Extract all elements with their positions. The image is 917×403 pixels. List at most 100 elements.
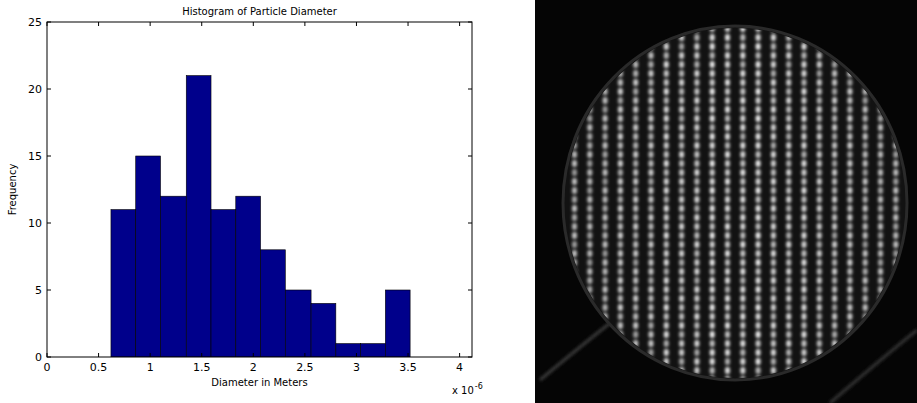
x-tick: [98, 353, 99, 357]
x-tick-label: 2: [250, 361, 257, 374]
stripe-segment: [893, 187, 898, 194]
stripe-segment: [802, 97, 807, 104]
stripe-segment: [802, 277, 807, 284]
stripe-segment: [771, 97, 776, 104]
stripe-segment: [664, 43, 669, 50]
stripe-segment: [893, 232, 898, 239]
stripe-segment: [740, 304, 745, 311]
stripe-segment: [756, 133, 761, 140]
stripe-segment: [832, 115, 837, 122]
stripe-segment: [863, 151, 868, 158]
stripe-segment: [893, 367, 898, 374]
stripe-segment: [694, 205, 699, 212]
stripe-segment: [603, 205, 608, 212]
stripe-segment: [832, 88, 837, 95]
stripe-segment: [802, 142, 807, 149]
stripe-segment: [664, 241, 669, 248]
stripe-segment: [832, 277, 837, 284]
stripe-segment: [878, 376, 883, 383]
stripe-segment: [603, 187, 608, 194]
stripe-segment: [664, 79, 669, 86]
stripe-segment: [786, 322, 791, 329]
stripe-segment: [649, 241, 654, 248]
stripe-segment: [572, 34, 577, 41]
stripe-segment: [817, 196, 822, 203]
stripe-segment: [618, 223, 623, 230]
stripe-segment: [587, 34, 592, 41]
y-tick: [468, 357, 472, 358]
stripe-segment: [710, 295, 715, 302]
stripe-segment: [878, 322, 883, 329]
stripe-segment: [664, 250, 669, 257]
stripe-segment: [633, 367, 638, 374]
stripe-segment: [786, 124, 791, 131]
stripe-segment: [863, 286, 868, 293]
stripe-segment: [587, 88, 592, 95]
stripe-segment: [633, 70, 638, 77]
stripe-segment: [633, 259, 638, 266]
stripe-segment: [756, 367, 761, 374]
stripe-segment: [786, 268, 791, 275]
stripe-segment: [847, 88, 852, 95]
stripe-segment: [878, 331, 883, 338]
stripe-segment: [893, 196, 898, 203]
stripe-segment: [679, 340, 684, 347]
stripe-segment: [740, 25, 745, 32]
stripe-segment: [649, 259, 654, 266]
stripe-segment: [893, 358, 898, 365]
stripe-segment: [817, 115, 822, 122]
stripe-segment: [847, 43, 852, 50]
stripe-segment: [802, 196, 807, 203]
stripe-segment: [786, 97, 791, 104]
stripe-segment: [847, 70, 852, 77]
stripe-segment: [587, 286, 592, 293]
stripe-segment: [893, 169, 898, 176]
stripe-segment: [847, 205, 852, 212]
stripe-segment: [878, 367, 883, 374]
stripe-segment: [679, 34, 684, 41]
stripe-segment: [802, 160, 807, 167]
stripe-segment: [679, 322, 684, 329]
stripe-segment: [694, 313, 699, 320]
stripe-segment: [649, 70, 654, 77]
y-tick: [47, 357, 51, 358]
stripe-segment: [863, 52, 868, 59]
stripe-segment: [572, 313, 577, 320]
stripe-segment: [710, 277, 715, 284]
stripe-segment: [725, 43, 730, 50]
stripe-segment: [633, 52, 638, 59]
stripe-segment: [756, 79, 761, 86]
stripe-segment: [847, 142, 852, 149]
stripe-segment: [710, 169, 715, 176]
stripe-segment: [756, 322, 761, 329]
stripe-segment: [863, 124, 868, 131]
stripe-segment: [817, 367, 822, 374]
stripe-segment: [633, 97, 638, 104]
stripe-segment: [802, 187, 807, 194]
stripe-segment: [893, 79, 898, 86]
stripe-segment: [572, 70, 577, 77]
stripe-segment: [572, 241, 577, 248]
stripe-segment: [893, 34, 898, 41]
stripe-segment: [756, 241, 761, 248]
y-tick: [468, 89, 472, 90]
stripe-segment: [572, 187, 577, 194]
stripe-segment: [878, 340, 883, 347]
stripe-segment: [878, 169, 883, 176]
stripe-segment: [756, 124, 761, 131]
stripe-segment: [740, 331, 745, 338]
stripe-segment: [863, 169, 868, 176]
stripe-segment: [817, 178, 822, 185]
stripe-segment: [832, 232, 837, 239]
stripe-segment: [756, 250, 761, 257]
stripe-segment: [618, 205, 623, 212]
stripe-segment: [893, 97, 898, 104]
histogram-bar: [236, 196, 261, 357]
stripe-segment: [878, 304, 883, 311]
stripe-segment: [603, 25, 608, 32]
stripe-segment: [572, 304, 577, 311]
stripe-segment: [756, 205, 761, 212]
histogram-bar: [211, 210, 236, 357]
stripe-segment: [740, 358, 745, 365]
stripe-segment: [817, 52, 822, 59]
